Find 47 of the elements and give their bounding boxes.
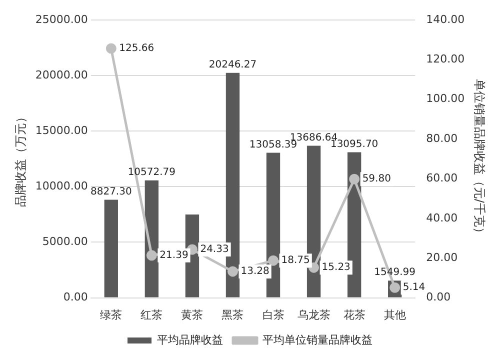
point	[227, 266, 238, 277]
y2-tick-label: 60.00	[426, 172, 458, 185]
y2-axis-title: 单位销量品牌收益（元/千克）	[472, 78, 487, 239]
point	[106, 43, 116, 54]
bar	[104, 200, 118, 298]
data-label: 21.39	[160, 250, 188, 261]
x-tick-label: 其他	[384, 308, 406, 322]
legend-label: 平均单位销量品牌收益	[262, 333, 372, 346]
point	[308, 262, 320, 273]
x-tick-label: 红茶	[140, 308, 163, 322]
data-label: 20246.27	[208, 59, 257, 70]
y-tick-label: 0.00	[63, 290, 88, 304]
data-label: 10572.79	[128, 166, 176, 178]
point	[268, 255, 279, 266]
data-label: 59.80	[362, 174, 391, 185]
y2-tick-label: 140.00	[426, 12, 465, 26]
y-tick-label: 20000.00	[35, 68, 88, 82]
y2-tick-label: 100.00	[426, 92, 465, 106]
x-tick-label: 黑茶	[222, 308, 244, 322]
data-label: 1549.99	[374, 267, 416, 278]
data-label: 24.33	[200, 244, 229, 256]
data-label: 18.75	[281, 255, 310, 266]
y-tick-label: 25000.00	[35, 12, 88, 26]
data-label: 8827.30	[90, 186, 132, 198]
data-label: 13058.39	[249, 139, 298, 150]
y-tick-label: 10000.00	[35, 180, 88, 193]
point	[349, 174, 360, 184]
x-tick-label: 花茶	[343, 308, 366, 322]
y-tick-label: 15000.00	[35, 124, 88, 137]
data-label: 125.66	[119, 43, 154, 54]
y2-tick-label: 0.00	[426, 290, 451, 304]
y2-tick-label: 80.00	[426, 132, 458, 145]
data-label: 15.23	[322, 262, 350, 274]
legend-label: 平均品牌收益	[157, 333, 223, 346]
x-tick-label: 黄茶	[181, 308, 204, 322]
data-label: 13095.70	[330, 138, 378, 150]
x-tick-label: 白茶	[262, 308, 284, 322]
y2-tick-label: 120.00	[426, 52, 465, 66]
y-tick-label: 5000.00	[42, 235, 88, 248]
data-label: 5.14	[402, 282, 426, 294]
x-tick-label: 乌龙茶	[297, 308, 330, 322]
point	[146, 250, 157, 261]
y2-tick-label: 20.00	[426, 250, 458, 264]
y-axis-title: 品牌收益（万元）	[13, 110, 28, 207]
x-tick-label: 绿茶	[100, 308, 122, 322]
y2-tick-label: 40.00	[426, 211, 458, 224]
data-label: 13.28	[240, 266, 270, 278]
